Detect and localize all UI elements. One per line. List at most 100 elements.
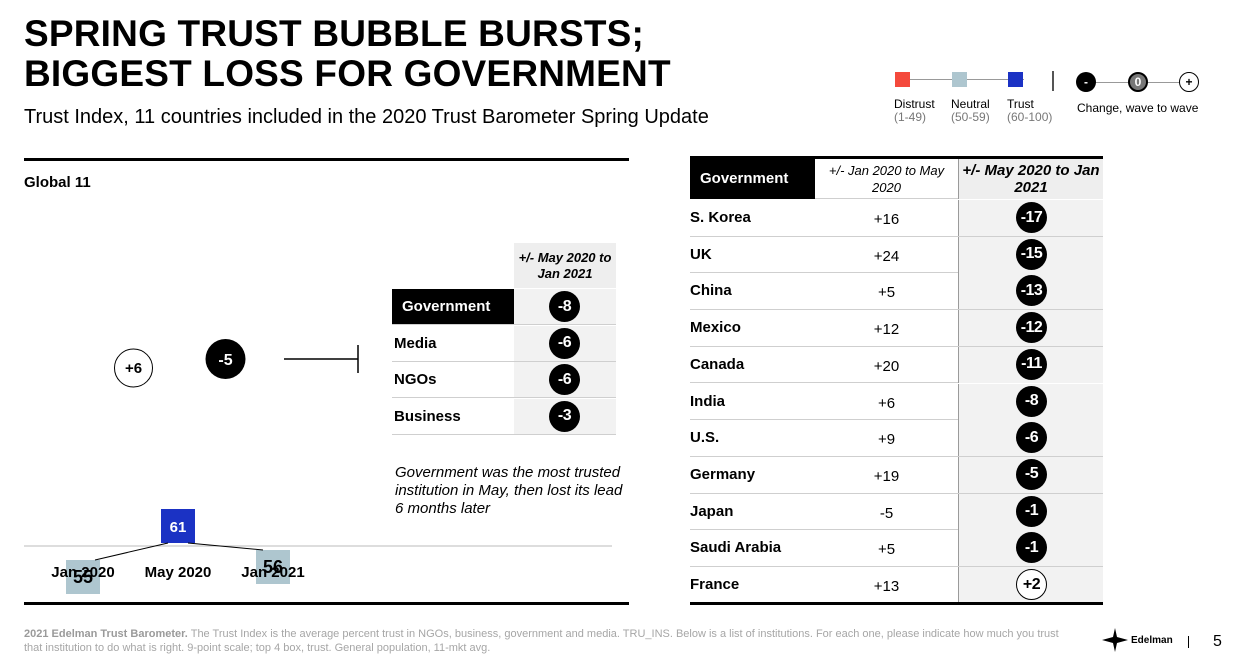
country-change-badge: -12 [1016,312,1047,344]
institution-name: Government [392,289,514,324]
left-panel-top-rule [24,158,629,161]
country-name: France [690,576,740,593]
chart-note: Government was the most trusted institut… [395,464,623,517]
country-change-cell: -13 [958,273,1103,310]
institution-table-header: +/- May 2020 to Jan 2021 [514,243,616,288]
country-change-cell: -1 [958,493,1103,530]
country-row: Germany +19 -5 [690,456,1103,494]
country-name: UK [690,245,712,263]
legend-change-negative: - [1076,72,1096,92]
institution-name: Business [394,407,461,425]
country-table-header-col2: +/- May 2020 to Jan 2021 [958,159,1103,199]
country-change-cell: -6 [958,420,1103,457]
country-name: China [690,282,732,300]
value-box-0 [66,560,100,594]
legend-separator [1052,71,1054,91]
country-change-jan-may: +9 [877,431,896,449]
page-subtitle: Trust Index, 11 countries included in th… [24,106,709,128]
institution-change-badge: -6 [549,364,580,395]
country-change-jan-may: +6 [877,394,896,412]
country-change-jan-may: +20 [873,357,900,375]
country-row: U.S. +9 -6 [690,420,1103,457]
institution-row: Media -6 [392,325,616,362]
page-title: SPRING TRUST BUBBLE BURSTS; BIGGEST LOSS… [24,14,671,94]
country-change-cell: -8 [958,383,1103,420]
footer-source: 2021 Edelman Trust Barometer. The Trust … [24,627,1064,655]
legend-neutral-swatch [952,72,967,87]
chart-title: Global 11 [24,174,91,191]
country-change-jan-may: +12 [873,321,900,339]
country-change-cell: -11 [958,346,1103,383]
country-change-badge: -1 [1016,532,1047,564]
country-name: Canada [690,355,745,373]
legend-change-positive: + [1179,72,1199,92]
value-label-0: 55 [73,567,93,587]
page-number: 5 [1213,633,1222,650]
change-circle-1 [205,339,246,379]
country-table-header-institution: Government [690,159,815,199]
legend-trust: Trust (60-100) [1007,98,1052,124]
country-change-badge: -5 [1016,458,1047,490]
institution-change-badge: -3 [549,400,580,432]
value-box-1 [161,509,195,543]
country-change-cell: -5 [958,456,1103,493]
country-change-badge: -1 [1016,495,1047,527]
edelman-logo-text: Edelman [1131,634,1173,646]
institution-change-cell: -6 [514,362,616,397]
institution-name: NGOs [394,371,437,388]
connector-0 [94,542,169,561]
institution-change-cell: -3 [514,398,616,434]
country-change-jan-may: +16 [873,211,900,228]
country-change-cell: -17 [958,200,1103,236]
footer-source-text: The Trust Index is the average percent t… [24,628,1059,654]
legend-trust-label: Trust [1007,97,1034,111]
footer-separator [1188,636,1189,648]
country-row: China +5 -13 [690,273,1103,311]
x-tick-label-0: Jan 2020 [51,564,114,581]
institution-change-cell: -6 [514,325,616,361]
value-label-2: 56 [263,557,283,577]
country-row: Mexico +12 -12 [690,310,1103,347]
institution-change-cell: -8 [514,289,616,324]
left-panel-bottom-rule [24,602,629,605]
x-tick-label-2: Jan 2021 [241,564,304,581]
country-name: Saudi Arabia [690,539,782,557]
institution-row: Government -8 [392,289,616,325]
country-row: UK +24 -15 [690,236,1103,274]
country-change-badge: -11 [1016,348,1047,380]
legend-distrust-swatch [895,72,910,87]
value-box-2 [256,550,290,584]
country-change-badge: -15 [1016,238,1047,270]
country-row: Saudi Arabia +5 -1 [690,530,1103,567]
value-label-1: 61 [170,519,187,536]
legend-distrust-range: (1-49) [894,110,927,124]
country-change-badge: -8 [1016,385,1047,417]
legend: Distrust (1-49) Neutral (50-59) Trust (6… [890,66,1220,136]
country-table-bottom-rule [690,602,1103,605]
country-change-badge: -17 [1016,202,1047,233]
country-change-cell: -12 [958,310,1103,347]
country-change-badge: -13 [1016,275,1047,307]
country-name: Mexico [690,319,741,337]
legend-neutral: Neutral (50-59) [951,98,990,124]
legend-distrust: Distrust (1-49) [894,98,935,124]
country-change-jan-may: +13 [873,578,900,595]
country-change-cell: -15 [958,236,1103,273]
legend-neutral-range: (50-59) [951,110,990,124]
x-tick-label-1: May 2020 [145,564,212,581]
country-name: U.S. [690,429,720,447]
country-change-jan-may: +19 [873,467,900,485]
country-change-cell: +2 [958,567,1103,603]
country-change-cell: -1 [958,530,1103,567]
country-change-badge: +2 [1016,569,1047,600]
change-label-1: -5 [218,352,232,369]
country-change-jan-may: +24 [873,247,900,265]
legend-trust-range: (60-100) [1007,110,1053,124]
country-name: S. Korea [690,209,751,226]
country-change-jan-may: -5 [879,504,894,522]
country-table-top-rule [690,156,1103,159]
institution-change-badge: -8 [549,291,580,322]
institution-row: Business -3 [392,398,616,435]
legend-change-zero: 0 [1128,72,1148,92]
legend-trust-swatch [1008,72,1023,87]
